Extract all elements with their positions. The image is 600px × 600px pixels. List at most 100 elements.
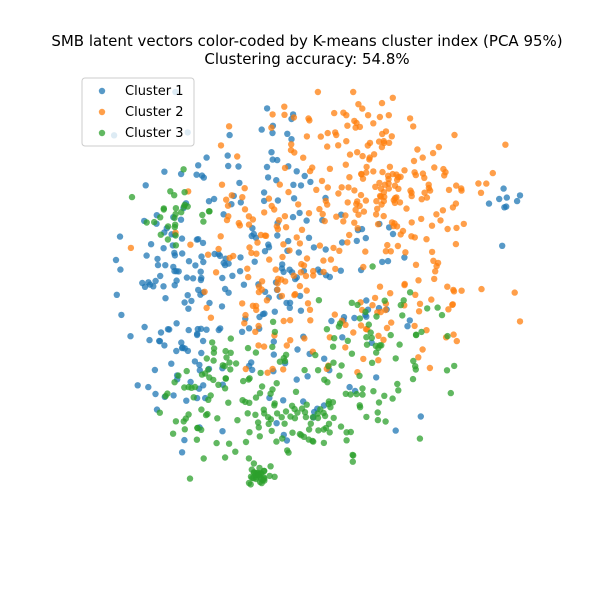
scatter-point-cluster-2 <box>511 289 518 296</box>
scatter-point-cluster-3 <box>374 416 382 424</box>
scatter-point-cluster-1 <box>177 216 185 223</box>
scatter-point-cluster-3 <box>373 349 380 356</box>
scatter-point-cluster-2 <box>483 180 490 187</box>
scatter-point-cluster-2 <box>408 219 415 226</box>
scatter-point-cluster-1 <box>296 209 303 217</box>
scatter-point-cluster-2 <box>411 322 418 330</box>
scatter-point-cluster-2 <box>275 217 283 224</box>
scatter-point-cluster-2 <box>330 244 337 252</box>
scatter-point-cluster-1 <box>328 317 335 325</box>
scatter-point-cluster-2 <box>360 208 368 215</box>
scatter-point-cluster-3 <box>255 472 263 479</box>
scatter-point-cluster-1 <box>206 299 213 307</box>
scatter-point-cluster-1 <box>278 265 286 272</box>
scatter-point-cluster-3 <box>343 429 350 436</box>
scatter-point-cluster-2 <box>374 205 381 212</box>
scatter-point-cluster-3 <box>289 429 296 436</box>
scatter-point-cluster-3 <box>400 297 407 304</box>
scatter-point-cluster-2 <box>371 294 379 302</box>
scatter-point-cluster-3 <box>323 326 331 333</box>
scatter-point-cluster-2 <box>415 277 422 284</box>
scatter-point-cluster-3 <box>194 424 201 432</box>
scatter-point-cluster-2 <box>324 184 331 191</box>
scatter-point-cluster-2 <box>218 181 226 188</box>
scatter-point-cluster-3 <box>451 362 458 370</box>
scatter-point-cluster-2 <box>324 143 331 150</box>
scatter-point-cluster-2 <box>291 291 298 299</box>
scatter-point-cluster-2 <box>228 192 235 199</box>
scatter-point-cluster-3 <box>227 349 234 356</box>
scatter-point-cluster-1 <box>224 152 231 159</box>
scatter-point-cluster-3 <box>193 436 201 443</box>
scatter-point-cluster-1 <box>245 325 253 332</box>
scatter-point-cluster-3 <box>181 189 188 196</box>
scatter-point-cluster-3 <box>409 375 417 383</box>
legend: Cluster 1 Cluster 2 Cluster 3 <box>81 77 195 147</box>
scatter-point-cluster-3 <box>207 392 214 399</box>
scatter-point-cluster-3 <box>347 391 354 398</box>
scatter-point-cluster-1 <box>263 163 271 171</box>
scatter-point-cluster-1 <box>189 275 197 282</box>
scatter-point-cluster-2 <box>396 199 404 206</box>
scatter-point-cluster-2 <box>414 146 421 153</box>
scatter-point-cluster-3 <box>186 475 194 482</box>
scatter-point-cluster-2 <box>489 169 496 177</box>
scatter-point-cluster-1 <box>295 249 302 256</box>
scatter-point-cluster-3 <box>321 412 329 420</box>
scatter-point-cluster-2 <box>301 335 308 342</box>
scatter-point-cluster-1 <box>197 325 205 332</box>
scatter-point-cluster-2 <box>460 220 467 228</box>
scatter-point-cluster-3 <box>406 289 414 296</box>
scatter-point-cluster-1 <box>283 299 290 307</box>
scatter-point-cluster-2 <box>255 288 263 296</box>
scatter-point-cluster-2 <box>324 201 331 208</box>
scatter-point-cluster-2 <box>245 273 252 281</box>
scatter-point-cluster-1 <box>294 346 301 353</box>
scatter-point-cluster-3 <box>282 408 290 415</box>
scatter-point-cluster-3 <box>363 341 371 348</box>
scatter-point-cluster-2 <box>246 244 253 251</box>
scatter-point-cluster-2 <box>378 143 386 151</box>
scatter-point-cluster-2 <box>452 240 460 248</box>
scatter-point-cluster-3 <box>279 435 286 442</box>
scatter-point-cluster-3 <box>363 413 370 421</box>
scatter-point-cluster-2 <box>502 141 509 148</box>
scatter-point-cluster-1 <box>193 331 201 339</box>
scatter-point-cluster-3 <box>324 379 331 386</box>
scatter-point-cluster-2 <box>252 328 259 335</box>
scatter-point-cluster-1 <box>184 347 192 355</box>
scatter-point-cluster-2 <box>335 190 342 197</box>
scatter-point-cluster-2 <box>435 143 443 151</box>
scatter-point-cluster-3 <box>348 299 355 306</box>
scatter-point-cluster-1 <box>160 283 167 290</box>
scatter-point-cluster-1 <box>118 311 125 319</box>
legend-label-cluster-1: Cluster 1 <box>125 84 184 99</box>
scatter-point-cluster-1 <box>195 286 202 294</box>
scatter-point-cluster-2 <box>262 232 270 239</box>
scatter-point-cluster-2 <box>376 283 384 290</box>
scatter-point-cluster-3 <box>325 420 333 427</box>
scatter-point-cluster-3 <box>287 413 294 420</box>
scatter-point-cluster-2 <box>423 327 430 334</box>
scatter-point-cluster-2 <box>360 263 367 271</box>
scatter-point-cluster-1 <box>178 344 186 352</box>
scatter-point-cluster-2 <box>321 217 328 225</box>
scatter-point-cluster-2 <box>203 304 210 312</box>
scatter-point-cluster-3 <box>188 384 195 391</box>
scatter-point-cluster-1 <box>173 347 180 355</box>
scatter-point-cluster-2 <box>333 213 340 220</box>
scatter-point-cluster-1 <box>263 105 271 112</box>
scatter-point-cluster-3 <box>256 464 263 472</box>
scatter-point-cluster-3 <box>255 424 262 431</box>
scatter-point-cluster-3 <box>222 347 229 355</box>
scatter-point-cluster-3 <box>329 343 337 350</box>
scatter-point-cluster-3 <box>330 359 337 366</box>
scatter-point-cluster-1 <box>219 274 226 282</box>
scatter-point-cluster-1 <box>139 279 146 287</box>
scatter-point-cluster-1 <box>171 249 178 257</box>
scatter-point-cluster-3 <box>265 420 272 428</box>
scatter-point-cluster-2 <box>418 196 425 203</box>
scatter-point-cluster-2 <box>437 217 444 224</box>
scatter-point-cluster-3 <box>424 305 431 312</box>
scatter-point-cluster-1 <box>178 235 186 242</box>
